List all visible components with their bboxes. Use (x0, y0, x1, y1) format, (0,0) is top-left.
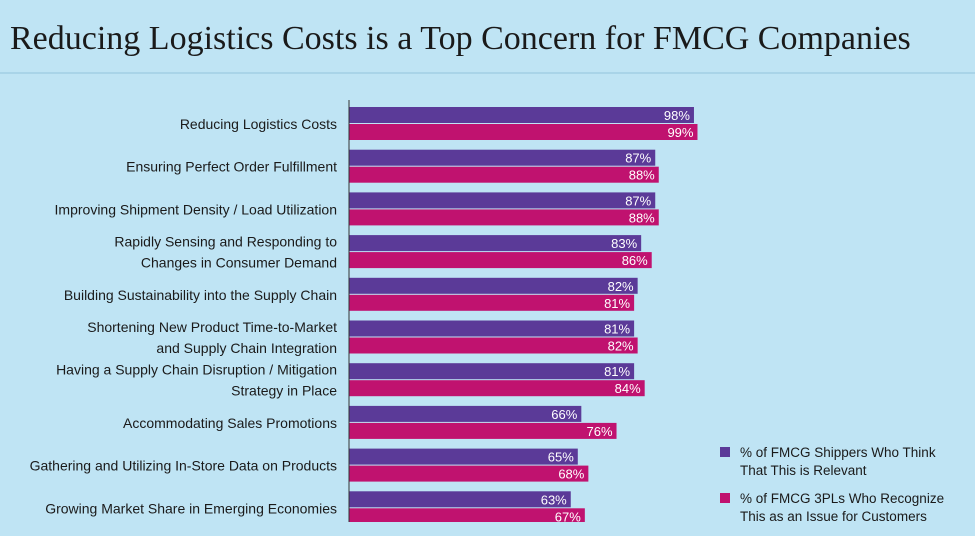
data-label-shippers: 98% (664, 108, 690, 123)
bar-shippers (349, 448, 578, 465)
bar-3pls (349, 166, 659, 183)
legend-label-line: % of FMCG 3PLs Who Recognize (740, 491, 945, 506)
data-label-shippers: 63% (541, 492, 567, 507)
bar-shippers (349, 107, 694, 123)
data-label-3pls: 67% (555, 509, 581, 522)
category-label: Reducing Logistics Costs (180, 116, 337, 132)
bar-3pls (349, 380, 645, 397)
legend-swatch-shippers (720, 447, 730, 457)
bar-chart: Reducing Logistics Costs 98% 99% Ensuring P… (30, 100, 698, 522)
category-label: Accommodating Sales Promotions (123, 415, 337, 431)
data-label-3pls: 82% (608, 339, 634, 354)
category-label: Changes in Consumer Demand (141, 255, 337, 271)
bar-shippers (349, 277, 638, 294)
bar-3pls (349, 337, 638, 354)
data-label-shippers: 66% (551, 407, 577, 422)
legend-label-line: % of FMCG Shippers Who Think (740, 445, 936, 460)
legend-item-shippers: % of FMCG Shippers Who Think That This i… (720, 444, 970, 480)
data-label-3pls: 81% (604, 296, 630, 311)
data-label-3pls: 88% (629, 210, 655, 225)
bar-3pls (349, 422, 617, 439)
bar-shippers (349, 405, 582, 422)
bar-3pls (349, 465, 589, 482)
legend-item-3pls: % of FMCG 3PLs Who Recognize This as an … (720, 490, 970, 526)
data-label-shippers: 81% (604, 322, 630, 337)
category-label: Ensuring Perfect Order Fulfillment (126, 159, 337, 175)
category-label: Strategy in Place (231, 383, 337, 399)
chart-title: Reducing Logistics Costs is a Top Concer… (10, 20, 911, 57)
bar-3pls (349, 252, 652, 269)
category-label: Shortening New Product Time-to-Market (87, 319, 337, 335)
bar-3pls (349, 124, 698, 140)
category-label: Rapidly Sensing and Responding to (114, 234, 337, 250)
bar-3pls (349, 209, 659, 226)
data-label-3pls: 99% (667, 125, 693, 140)
legend-label-3pls: % of FMCG 3PLs Who Recognize This as an … (740, 490, 945, 526)
title-divider (0, 72, 975, 74)
category-label: Gathering and Utilizing In-Store Data on… (30, 458, 337, 474)
data-label-3pls: 88% (629, 168, 655, 183)
category-label: Growing Market Share in Emerging Economi… (45, 500, 337, 516)
legend-swatch-3pls (720, 493, 730, 503)
category-label: Having a Supply Chain Disruption / Mitig… (56, 362, 337, 378)
bar-shippers (349, 363, 635, 380)
data-label-shippers: 65% (548, 450, 574, 465)
bar-3pls (349, 294, 635, 311)
bar-shippers (349, 149, 656, 166)
category-label: Building Sustainability into the Supply … (64, 287, 337, 303)
legend-label-line: This as an Issue for Customers (740, 509, 927, 524)
legend-label-shippers: % of FMCG Shippers Who Think That This i… (740, 444, 945, 480)
data-label-3pls: 86% (622, 253, 648, 268)
data-label-3pls: 68% (558, 467, 584, 482)
category-label: Improving Shipment Density / Load Utiliz… (55, 201, 337, 217)
bar-3pls (349, 508, 585, 522)
category-label: and Supply Chain Integration (156, 340, 337, 356)
data-label-shippers: 87% (625, 193, 651, 208)
legend-label-line: That This is Relevant (740, 463, 867, 478)
legend: % of FMCG Shippers Who Think That This i… (720, 444, 970, 536)
data-label-shippers: 82% (608, 279, 634, 294)
data-label-3pls: 84% (615, 381, 641, 396)
data-label-shippers: 83% (611, 236, 637, 251)
bar-shippers (349, 192, 656, 209)
bar-shippers (349, 491, 571, 508)
data-label-3pls: 76% (586, 424, 612, 439)
data-label-shippers: 87% (625, 151, 651, 166)
data-label-shippers: 81% (604, 364, 630, 379)
bar-shippers (349, 320, 635, 337)
bar-shippers (349, 235, 642, 252)
